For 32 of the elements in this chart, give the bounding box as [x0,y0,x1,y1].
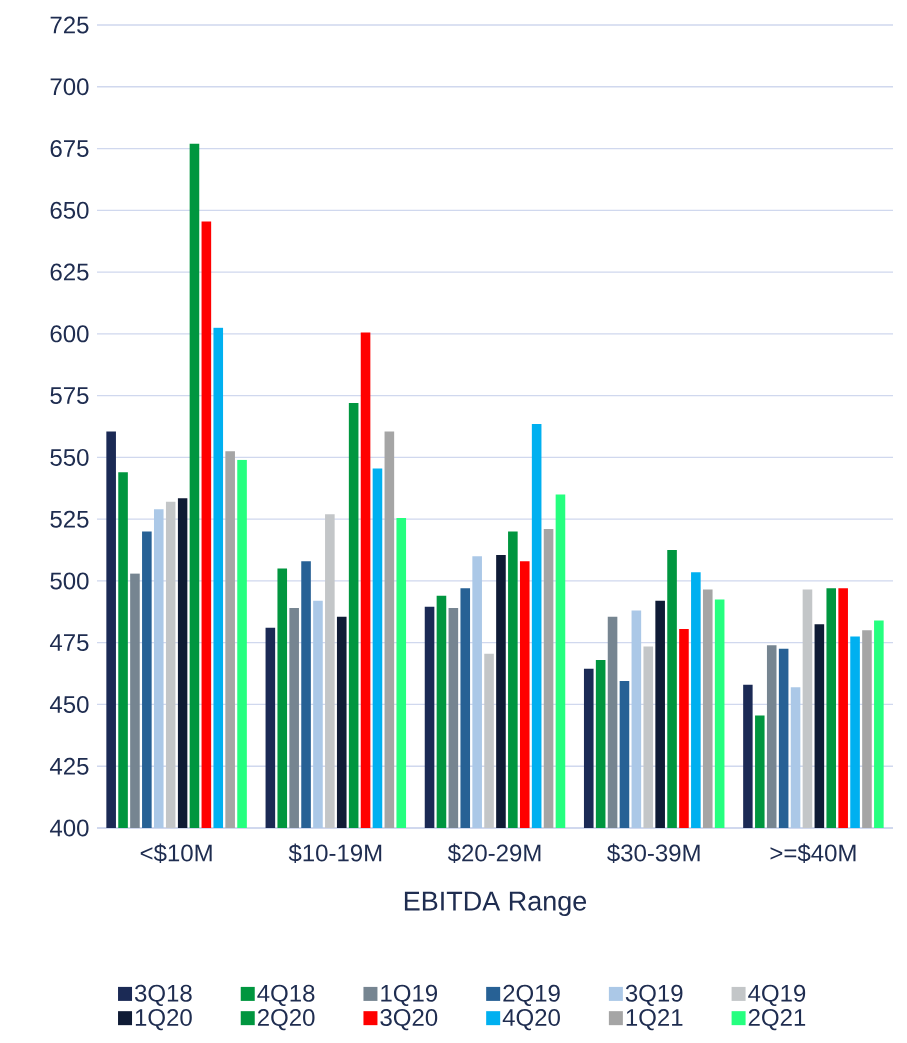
legend-label: 3Q19 [625,984,683,1007]
x-tick-label: $10-19M [288,843,382,863]
y-tick-label: 550 [50,448,89,466]
legend-label: 2Q21 [748,1009,806,1031]
y-tick-label: 450 [49,695,89,713]
legend-label: 1Q21 [626,1009,683,1031]
y-tick-label: 475 [49,634,89,652]
legend-label: 3Q18 [134,984,192,1007]
y-tick-label: 675 [50,140,89,158]
y-tick-label: 650 [50,201,89,219]
x-axis-title: EBITDA Range [404,891,587,917]
y-tick-label: 425 [49,757,89,775]
y-tick-label: 625 [50,263,89,281]
legend-label: 1Q20 [135,1009,192,1031]
x-tick-label: >=$40M [770,843,856,863]
legend-label: 4Q18 [257,984,315,1007]
legend-label: 2Q20 [257,1009,315,1031]
legend-label: 4Q20 [502,1009,560,1031]
legend-label: 3Q20 [380,1009,438,1031]
x-tick-label: <$10M [140,843,212,863]
y-tick-label: 500 [50,572,89,590]
y-tick-label: 725 [50,16,89,34]
x-tick-label: $30-39M [607,843,700,863]
legend-label: 4Q19 [748,984,806,1007]
y-tick-label: 525 [50,510,89,528]
legend-label: 1Q19 [381,984,438,1007]
x-tick-label: $20-29M [447,843,541,863]
legend-label: 2Q19 [503,984,560,1007]
y-tick-label: 600 [50,325,89,343]
y-tick-label: 575 [50,387,89,404]
y-tick-label: 700 [50,78,89,96]
y-tick-label: 400 [49,819,89,837]
